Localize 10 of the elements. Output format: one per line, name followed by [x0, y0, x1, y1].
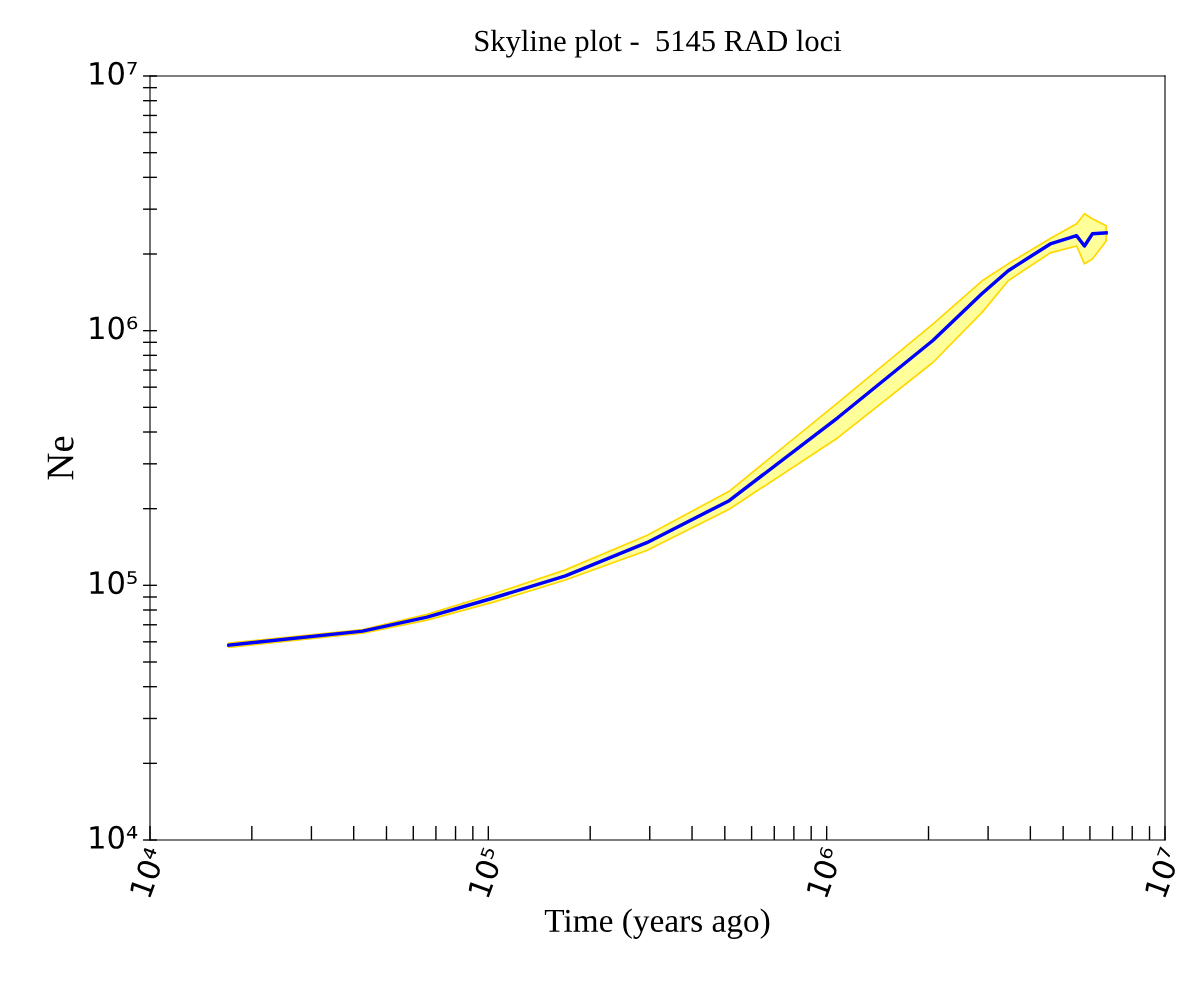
- x-tick-label: 10⁶: [805, 845, 844, 898]
- chart-title: Skyline plot - 5145 RAD loci: [475, 29, 842, 58]
- x-axis-title: Time (years ago): [544, 908, 770, 939]
- x-tick-label: 10⁵: [467, 846, 505, 898]
- y-tick-label: 10⁵: [90, 571, 137, 595]
- y-axis-title: Ne: [47, 436, 74, 480]
- x-tick-label: 10⁷: [1144, 846, 1182, 898]
- y-tick-label: 10⁶: [90, 316, 138, 340]
- y-tick-label: 10⁷: [90, 61, 137, 85]
- y-tick-label: 10⁴: [90, 825, 138, 849]
